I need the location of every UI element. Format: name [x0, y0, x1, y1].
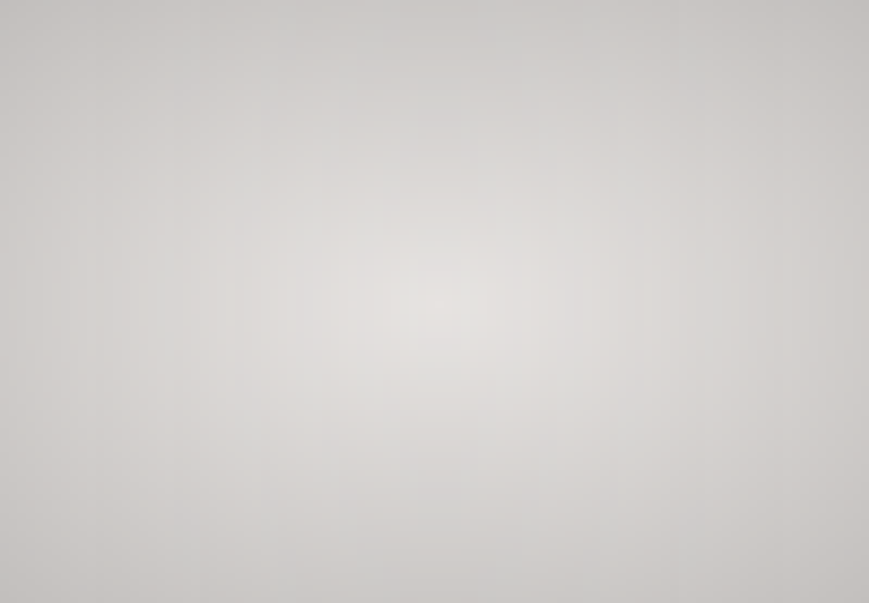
Text: • Beta:: • Beta:: [35, 219, 94, 236]
Text: next decay. Circle the final Stable isotope.: next decay. Circle the final Stable isot…: [33, 175, 416, 191]
Text: • Alpha:: • Alpha:: [35, 357, 103, 375]
Text: • Alpha:: • Alpha:: [35, 323, 103, 341]
Text: beginning with Alpha decay with each product becoming the reactant of the: beginning with Alpha decay with each pro…: [33, 138, 725, 153]
Text: • Alpha:: • Alpha:: [35, 288, 103, 306]
Text: B. Thorium-232 undergoes radioactive decay until a stable isotope is: B. Thorium-232 undergoes radioactive dec…: [33, 63, 657, 78]
Text: • Beta:: • Beta:: [35, 253, 94, 271]
Text: 1.8KSAT ECNAMROFREP: 1.8KSAT ECNAMROFREP: [360, 15, 509, 28]
Text: • Alpha:: • Alpha:: [35, 184, 103, 202]
Text: reached. Write the reactions for the decay of Th-232. There are eleven steps: reached. Write the reactions for the dec…: [33, 101, 729, 116]
Text: • Alpha:: • Alpha:: [35, 496, 103, 514]
Text: • Beta:: • Beta:: [35, 461, 94, 479]
Text: • Alpha:: • Alpha:: [35, 392, 103, 410]
Text: • Beta:: • Beta:: [35, 427, 94, 444]
Text: • Beta:: • Beta:: [35, 531, 94, 549]
